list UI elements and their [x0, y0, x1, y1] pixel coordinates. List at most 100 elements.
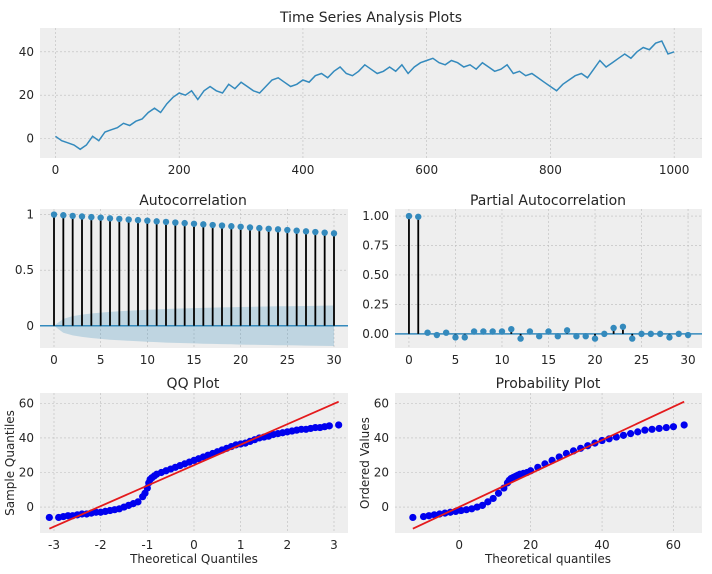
quantile-point: [419, 512, 428, 521]
quantile-point: [457, 506, 465, 515]
timeseries-grid: [40, 28, 702, 158]
stem-point: [321, 229, 328, 236]
qq-panel: QQ Plot -3 -2 -1 0 1 2 3 0 20 40 60 Theo…: [3, 376, 348, 566]
quantile-point: [134, 498, 142, 506]
prob-reference-line: [412, 400, 685, 530]
stem-point: [218, 222, 226, 229]
quantile-point: [662, 423, 670, 432]
stem-point: [415, 213, 422, 220]
qq-y-ticks: 0 20 40 60: [19, 396, 34, 514]
x-tick-label: -3: [48, 538, 60, 552]
qq-x-axis-label: Theoretical Quantiles: [129, 552, 258, 566]
acf-y-ticks: 0 0.5 1: [15, 208, 34, 333]
stem-point: [433, 331, 441, 339]
stem-point: [88, 213, 95, 221]
x-tick-label: 3: [330, 538, 338, 552]
stem-point: [684, 331, 692, 339]
x-tick-label: 0: [52, 163, 60, 177]
y-tick-label: 40: [19, 45, 34, 59]
y-tick-label: 20: [374, 466, 389, 480]
stem-point: [134, 216, 142, 224]
x-tick-label: 800: [539, 163, 562, 177]
stem-point: [293, 227, 300, 234]
x-tick-label: 60: [666, 538, 681, 552]
y-tick-label: 1: [26, 208, 34, 222]
stem-point: [162, 218, 170, 226]
stem-point: [489, 328, 496, 335]
stem-point: [228, 223, 235, 230]
prob-x-axis-label: Theoretical quantiles: [484, 552, 611, 566]
stem-point: [284, 226, 291, 234]
x-tick-label: 40: [594, 538, 609, 552]
stem-point: [125, 216, 132, 223]
x-tick-label: 15: [541, 353, 556, 367]
y-tick-label: 1.00: [362, 209, 389, 223]
stem-point: [78, 213, 86, 220]
qq-y-axis-label: Sample Quantiles: [3, 410, 17, 516]
stem-point: [153, 218, 160, 225]
y-tick-label: 0: [26, 500, 34, 514]
quantile-point: [641, 426, 649, 434]
y-tick-label: 0.50: [362, 268, 389, 282]
prob-y-ticks: 0 20 40 60: [374, 396, 389, 514]
x-tick-label: 10: [494, 353, 509, 367]
stem-point: [144, 217, 151, 224]
y-tick-label: 40: [19, 431, 34, 445]
stem-point: [582, 333, 589, 340]
stem-point: [265, 225, 272, 232]
quantile-point: [494, 489, 503, 497]
quantile-point: [634, 428, 642, 436]
x-tick-label: 5: [452, 353, 460, 367]
quantile-point: [45, 513, 53, 522]
quantile-point: [669, 423, 678, 431]
x-tick-label: 2: [284, 538, 292, 552]
quantile-point: [425, 512, 433, 520]
quantile-point: [409, 513, 417, 522]
stem-point: [237, 223, 244, 230]
stem-point: [50, 211, 58, 218]
x-tick-label: 1: [237, 538, 245, 552]
x-tick-label: 0: [455, 538, 463, 552]
stem-point: [274, 226, 282, 233]
quantile-point: [484, 498, 492, 506]
y-tick-label: 0: [26, 132, 34, 146]
timeseries-line: [55, 40, 675, 151]
acf-title: Autocorrelation: [139, 193, 247, 209]
quantile-point: [335, 421, 343, 429]
stem-point: [629, 335, 636, 342]
quantile-point: [489, 494, 497, 503]
stem-point: [656, 330, 664, 338]
timeseries-plot-area: [40, 28, 702, 158]
qq-title: QQ Plot: [167, 376, 220, 392]
pacf-y-ticks: 0.00 0.25 0.50 0.75 1.00: [362, 209, 389, 341]
y-tick-label: 60: [19, 396, 34, 410]
x-tick-label: 30: [680, 353, 695, 367]
stem-point: [545, 328, 552, 335]
quantile-point: [619, 431, 628, 439]
stem-point: [563, 327, 571, 334]
x-tick-label: 20: [233, 353, 248, 367]
x-tick-label: 1000: [659, 163, 690, 177]
prob-x-ticks: 0 20 40 60: [455, 538, 681, 552]
stem-point: [526, 328, 534, 335]
x-tick-label: 5: [97, 353, 105, 367]
x-tick-label: 400: [291, 163, 314, 177]
timeseries-panel: Time Series Analysis Plots 0 200 400 600…: [19, 10, 702, 177]
stem-point: [181, 219, 188, 227]
prob-title: Probability Plot: [496, 376, 601, 392]
x-tick-label: -2: [95, 538, 107, 552]
x-tick-label: -1: [141, 538, 153, 552]
acf-points: [50, 211, 338, 237]
stem-point: [60, 212, 67, 219]
stem-point: [517, 335, 524, 342]
pacf-points: [405, 212, 692, 342]
stem-point: [498, 328, 506, 335]
stem-point: [535, 333, 543, 340]
x-tick-label: 25: [634, 353, 649, 367]
stem-point: [452, 334, 459, 341]
x-tick-label: 25: [280, 353, 295, 367]
stem-point: [97, 214, 104, 221]
stem-point: [610, 324, 617, 332]
x-tick-label: 0: [405, 353, 413, 367]
x-tick-label: 200: [168, 163, 191, 177]
